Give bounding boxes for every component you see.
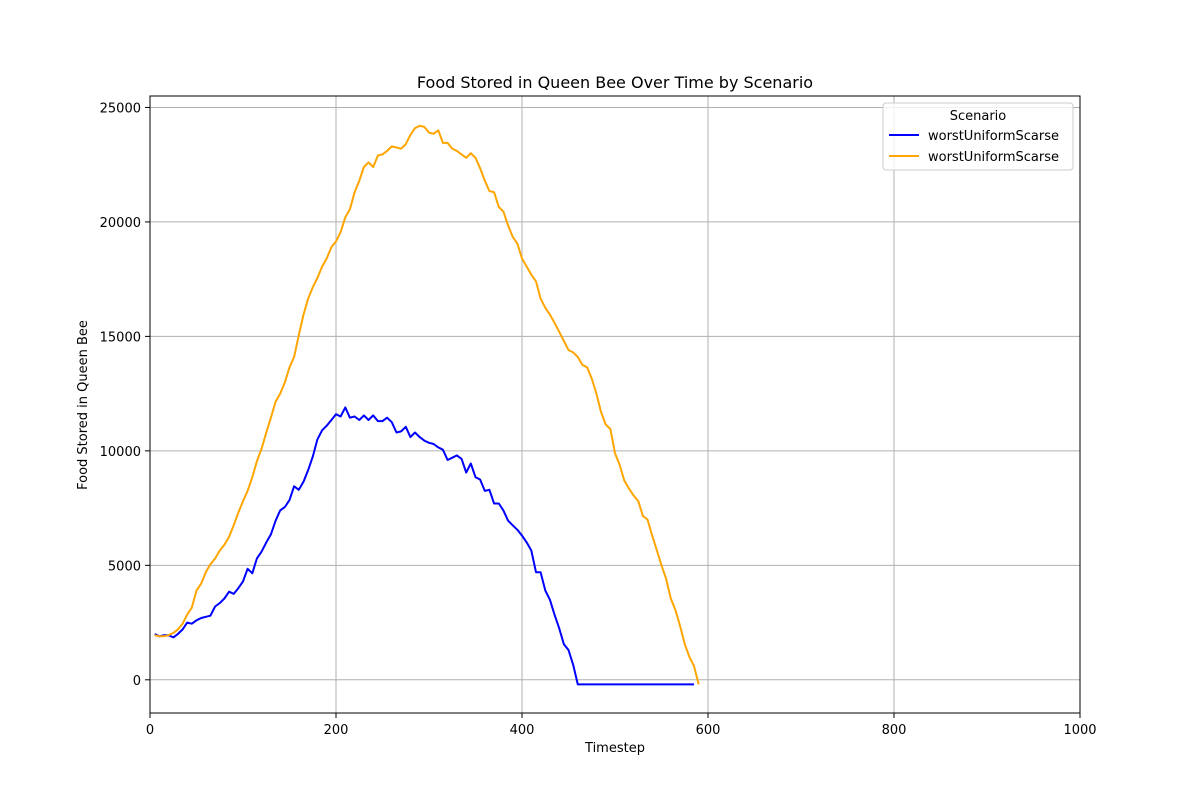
chart-title: Food Stored in Queen Bee Over Time by Sc… [417, 73, 813, 92]
series-layer [154, 124, 700, 686]
legend-entry-series-1: worstUniformScarse [928, 129, 1059, 144]
y-axis-label: Food Stored in Queen Bee [76, 320, 91, 490]
y-tick-label: 10000 [100, 445, 141, 460]
grid [149, 96, 1081, 713]
legend: Scenario worstUniformScarse worstUniform… [882, 102, 1074, 171]
y-tick-label: 25000 [100, 101, 141, 116]
y-tick-label: 20000 [100, 216, 141, 231]
legend-title: Scenario [950, 109, 1007, 124]
legend-entry-series-2: worstUniformScarse [928, 150, 1059, 165]
x-tick-label: 600 [696, 723, 721, 738]
y-axis-ticks: 0 5000 10000 15000 20000 25000 [100, 101, 150, 689]
legend-box [882, 102, 1074, 171]
plot-frame [149, 95, 1081, 714]
x-tick-label: 0 [146, 723, 154, 738]
x-axis-label: Timestep [584, 741, 645, 756]
y-tick-label: 5000 [108, 559, 141, 574]
x-axis-ticks: 0 200 400 600 800 1000 [146, 713, 1097, 738]
x-tick-label: 400 [510, 723, 535, 738]
x-tick-label: 800 [882, 723, 907, 738]
plot-area [150, 96, 1080, 713]
series-line-2 [154, 124, 700, 685]
x-tick-label: 1000 [1063, 723, 1096, 738]
y-tick-label: 0 [133, 674, 141, 689]
x-tick-label: 200 [324, 723, 349, 738]
series-line-1 [154, 406, 694, 686]
y-tick-label: 15000 [100, 330, 141, 345]
